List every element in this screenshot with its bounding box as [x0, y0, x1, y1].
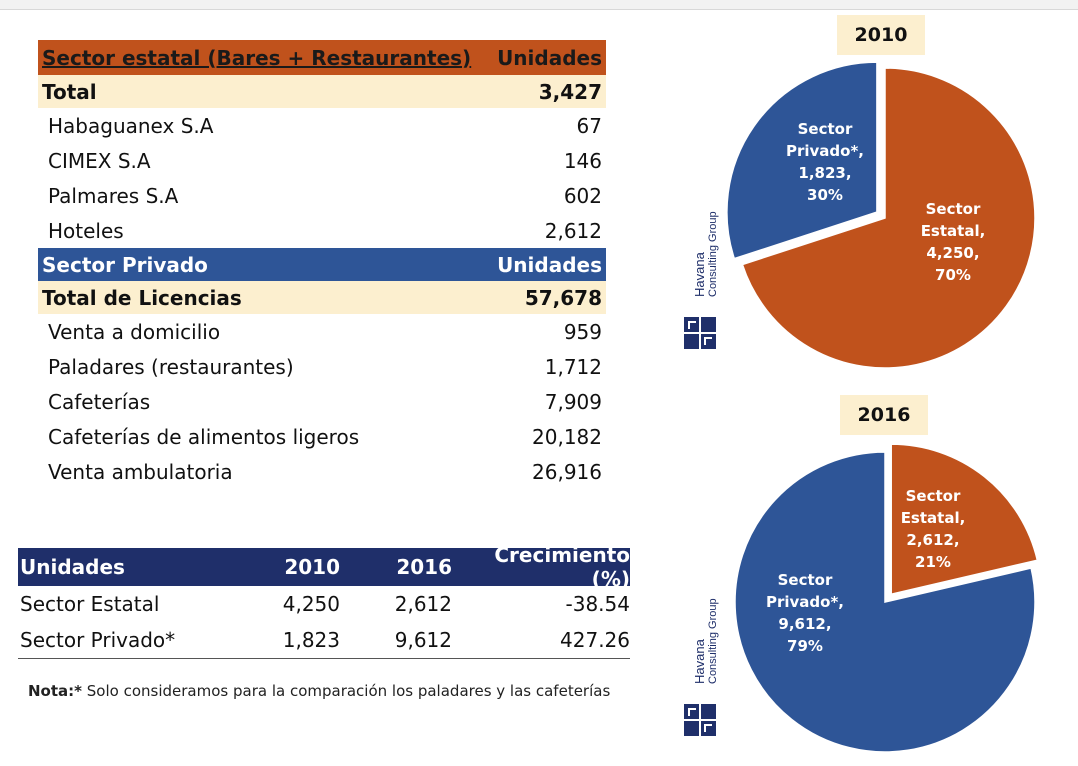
pie-slice-sector-estatal: [741, 67, 1036, 369]
cell: -38.54: [565, 592, 630, 616]
cell: 9,612: [394, 628, 452, 652]
row-label: Palmares S.A: [48, 183, 179, 208]
logo-line1: Havana: [692, 638, 707, 684]
pie-slice-sector-privado: [726, 61, 878, 260]
pie-2016-title: 2016: [840, 395, 928, 435]
logo-line2: Consulting Group: [707, 598, 719, 684]
private-sector-units-header: Unidades: [497, 252, 602, 277]
slice-data-label: Sector Estatal, 2,612, 21%: [901, 487, 966, 571]
row-value: 146: [563, 148, 602, 173]
state-total-label: Total: [42, 79, 97, 104]
row-label: Cafeterías: [48, 389, 151, 414]
table-row: Venta a domicilio 959: [38, 314, 606, 349]
havana-consulting-logo: Havana Consulting Group: [680, 185, 720, 355]
cell: 427.26: [560, 628, 630, 652]
table-row: Hoteles 2,612: [38, 213, 606, 248]
state-total-value: 3,427: [538, 79, 602, 104]
table-row: Palmares S.A 602: [38, 178, 606, 213]
row-label: Habaguanex S.A: [48, 113, 214, 138]
header-cell: 2010: [284, 555, 340, 579]
sectors-table: Sector estatal (Bares + Restaurantes) Un…: [38, 40, 606, 489]
growth-table-header: Unidades 2010 2016 Crecimiento (%): [18, 543, 630, 591]
cell: 1,823: [282, 628, 340, 652]
state-sector-title: Sector estatal (Bares + Restaurantes): [42, 45, 472, 70]
header-cell: 2016: [396, 555, 452, 579]
logo-mark-icon: [684, 317, 716, 349]
footnote-label: Nota:*: [28, 682, 82, 700]
header-cell: Crecimiento (%): [494, 543, 630, 591]
havana-consulting-logo: Havana Consulting Group: [680, 572, 720, 742]
pie-chart-2016: Sector Estatal, 2,612, 21% Sector Privado*, 9,…: [734, 443, 1039, 753]
logo-line2: Consulting Group: [707, 211, 719, 297]
pie-chart-2010: Sector Privado*, 1,823, 30% Sector Estatal, 4,…: [726, 61, 1036, 369]
private-sector-header: Sector Privado Unidades: [38, 248, 606, 281]
window-top-border: [0, 0, 1078, 10]
cell: Sector Estatal: [20, 592, 160, 616]
logo-text: Havana Consulting Group: [692, 598, 719, 684]
slice-data-label: Sector Privado*, 9,612, 79%: [766, 571, 844, 655]
row-value: 1,712: [544, 354, 602, 379]
table-row: Habaguanex S.A 67: [38, 108, 606, 143]
row-value: 2,612: [544, 218, 602, 243]
row-label: Cafeterías de alimentos ligeros: [48, 424, 360, 449]
table-row: Venta ambulatoria 26,916: [38, 454, 606, 489]
row-value: 26,916: [532, 459, 602, 484]
row-value: 959: [563, 319, 602, 344]
row-value: 67: [576, 113, 602, 138]
table-row: CIMEX S.A 146: [38, 143, 606, 178]
cell: 4,250: [282, 592, 340, 616]
state-sector-units-header: Unidades: [497, 45, 602, 70]
row-label: Hoteles: [48, 218, 124, 243]
table-row: Cafeterías de alimentos ligeros 20,182: [38, 419, 606, 454]
table-row: Cafeterías 7,909: [38, 384, 606, 419]
pie-2010-title: 2010: [837, 15, 925, 55]
slice-data-label: Sector Privado*, 1,823, 30%: [786, 120, 864, 204]
row-value: 602: [563, 183, 602, 208]
logo-line1: Havana: [692, 251, 707, 297]
state-sector-header: Sector estatal (Bares + Restaurantes) Un…: [38, 40, 606, 75]
private-total-row: Total de Licencias 57,678: [38, 281, 606, 314]
table-row: Paladares (restaurantes) 1,712: [38, 349, 606, 384]
logo-text: Havana Consulting Group: [692, 211, 719, 297]
logo-mark-icon: [684, 704, 716, 736]
state-total-row: Total 3,427: [38, 75, 606, 108]
private-total-label: Total de Licencias: [42, 285, 242, 310]
row-value: 7,909: [544, 389, 602, 414]
slice-data-label: Sector Estatal, 4,250, 70%: [921, 200, 986, 284]
cell: Sector Privado*: [20, 628, 176, 652]
table-row: Sector Estatal 4,250 2,612 -38.54: [18, 586, 630, 622]
pie-slice-sector-estatal: [890, 443, 1039, 596]
footnote: Nota:* Solo consideramos para la compara…: [28, 680, 628, 702]
row-label: Venta a domicilio: [48, 319, 221, 344]
cell: 2,612: [394, 592, 452, 616]
private-total-value: 57,678: [524, 285, 602, 310]
row-label: Paladares (restaurantes): [48, 354, 294, 379]
row-value: 20,182: [532, 424, 602, 449]
pie-slice-sector-privado: [734, 451, 1036, 753]
footnote-text: Solo consideramos para la comparación lo…: [82, 682, 611, 700]
row-label: CIMEX S.A: [48, 148, 151, 173]
table-row: Sector Privado* 1,823 9,612 427.26: [18, 622, 630, 659]
growth-table: Unidades 2010 2016 Crecimiento (%) Secto…: [18, 543, 630, 659]
header-cell: Unidades: [20, 555, 125, 579]
private-sector-title: Sector Privado: [42, 252, 208, 277]
row-label: Venta ambulatoria: [48, 459, 233, 484]
